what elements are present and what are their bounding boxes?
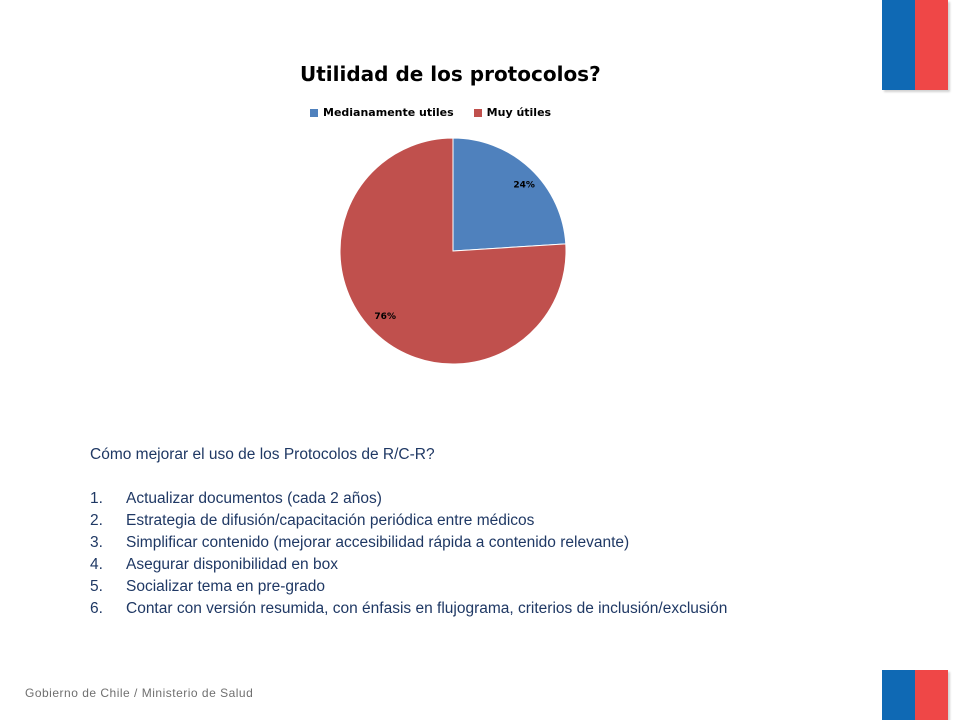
flag-red-stripe	[915, 670, 948, 720]
legend-swatch-blue	[310, 108, 318, 117]
footer-text: Gobierno de Chile / Ministerio de Salud	[25, 686, 254, 700]
list-item: 5. Socializar tema en pre-grado	[90, 578, 326, 595]
pie-slice-medianamente-utiles	[452, 137, 567, 252]
pie-data-label: 76%	[374, 312, 396, 322]
legend-label: Medianamente utiles	[323, 106, 454, 119]
list-item: 6. Contar con versión resumida, con énfas…	[90, 600, 728, 617]
legend-item-medianamente: Medianamente utiles	[310, 106, 454, 119]
list-item: 4. Asegurar disponibilidad en box	[90, 556, 338, 573]
pie-slice-muy-utiles	[339, 137, 567, 365]
list-item: 2. Estrategia de difusión/capacitación pe…	[90, 512, 535, 529]
legend-swatch-red	[473, 108, 482, 117]
list-item: 3. Simplificar contenido (mejorar accesib…	[90, 534, 630, 551]
improvement-list: 1. Actualizar documentos (cada 2 años) 2.…	[90, 488, 727, 620]
chart-title: Utilidad de los protocolos?	[300, 62, 601, 86]
chart-legend: Medianamente utiles Muy útiles	[310, 106, 571, 119]
flag-red-stripe	[915, 0, 948, 90]
legend-label: Muy útiles	[486, 106, 552, 119]
flag-blue-stripe	[882, 0, 915, 90]
pie-chart: 24% 76%	[339, 137, 567, 365]
pie-data-label: 24%	[513, 181, 535, 191]
legend-item-muy-utiles: Muy útiles	[473, 106, 552, 119]
flag-logo-top	[882, 0, 948, 90]
flag-blue-stripe	[882, 670, 915, 720]
section-heading: Cómo mejorar el uso de los Protocolos de…	[90, 446, 435, 463]
list-item: 1. Actualizar documentos (cada 2 años)	[90, 490, 382, 507]
improvement-section: Cómo mejorar el uso de los Protocolos de…	[90, 444, 727, 620]
flag-logo-bottom	[882, 670, 948, 720]
